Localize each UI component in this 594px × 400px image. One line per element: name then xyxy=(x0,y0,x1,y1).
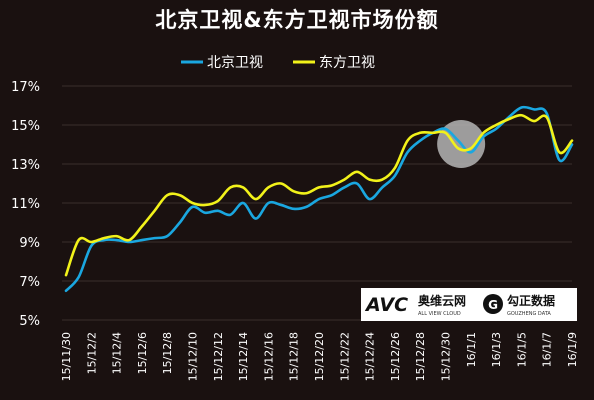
y-tick-label: 17% xyxy=(11,80,40,95)
x-tick-label: 15/12/8 xyxy=(161,332,174,374)
series-layer xyxy=(64,105,574,293)
x-tick-label: 15/12/14 xyxy=(237,332,250,381)
x-axis-ticks: 15/11/30 15/12/2 15/12/4 15/12/6 15/12/8 15/1… xyxy=(60,332,579,381)
x-tick-label: 15/12/16 xyxy=(262,332,275,381)
x-tick-label: 15/12/22 xyxy=(338,332,351,381)
avc-logo: AVC xyxy=(364,294,408,316)
y-tick-label: 11% xyxy=(11,197,40,212)
legend-label: 东方卫视 xyxy=(319,55,375,71)
x-tick-label: 15/12/18 xyxy=(288,332,301,381)
grid-layer xyxy=(62,85,572,321)
y-tick-label: 15% xyxy=(11,119,40,134)
x-tick-label: 15/12/26 xyxy=(389,332,402,381)
avc-subtitle: ALL VIEW CLOUD xyxy=(418,311,461,317)
gouzheng-subtitle: GOUZHENG DATA xyxy=(507,311,551,317)
gouzheng-logo-icon xyxy=(483,294,503,314)
watermark-background xyxy=(361,288,577,321)
gouzheng-name: 勾正数据 xyxy=(507,293,555,308)
y-tick-label: 13% xyxy=(11,158,40,173)
x-tick-label: 15/12/30 xyxy=(440,332,453,381)
x-tick-label: 15/11/30 xyxy=(60,332,73,381)
x-tick-label: 15/12/20 xyxy=(313,332,326,381)
x-tick-label: 15/12/24 xyxy=(364,332,377,381)
watermark-logos: AVC 奥维云网 ALL VIEW CLOUD G 勾正数据 GOUZHENG … xyxy=(361,288,577,321)
series-line xyxy=(64,105,574,293)
x-tick-label: 15/12/2 xyxy=(85,332,98,374)
chart-title: 北京卫视&东方卫视市场份额 xyxy=(155,8,439,32)
x-tick-label: 16/1/9 xyxy=(566,332,579,367)
x-tick-label: 16/1/1 xyxy=(465,332,478,367)
x-tick-label: 15/12/10 xyxy=(187,332,200,381)
gouzheng-logo-mark: G xyxy=(488,298,498,312)
avc-name: 奥维云网 xyxy=(418,293,466,308)
x-tick-label: 15/12/4 xyxy=(111,332,124,374)
x-tick-label: 15/12/6 xyxy=(136,332,149,374)
x-tick-label: 15/12/12 xyxy=(212,332,225,381)
y-axis-ticks: 5% 7% 9% 11% 13% 15% 17% xyxy=(11,80,40,329)
legend: 北京卫视 东方卫视 xyxy=(181,55,375,71)
x-tick-label: 16/1/3 xyxy=(490,332,503,367)
y-tick-label: 5% xyxy=(19,314,40,329)
x-tick-label: 16/1/7 xyxy=(541,332,554,367)
x-tick-label: 16/1/5 xyxy=(515,332,528,367)
y-tick-label: 9% xyxy=(19,236,40,251)
legend-label: 北京卫视 xyxy=(207,55,263,71)
x-tick-label: 15/12/28 xyxy=(414,332,427,381)
y-tick-label: 7% xyxy=(19,275,40,290)
series-line xyxy=(64,113,574,277)
